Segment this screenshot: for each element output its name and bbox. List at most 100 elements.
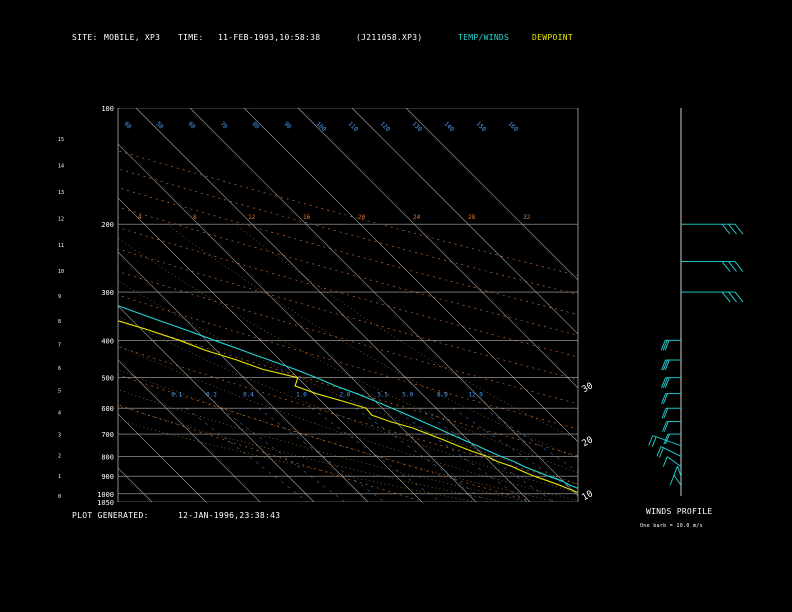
wind-barb-shaft <box>667 456 682 467</box>
wind-barb-flag <box>662 359 668 371</box>
wind-barb-flag <box>734 261 744 272</box>
theta-label: 150 <box>475 120 488 133</box>
pressure-tick-label: 300 <box>101 289 114 297</box>
isotherm-line <box>118 251 369 502</box>
theta-e-label: 20 <box>358 214 366 221</box>
mixing-ratio-line <box>258 408 385 502</box>
isotherm-line <box>189 108 578 497</box>
mixing-ratio-line <box>186 408 309 502</box>
isotherm-line <box>405 108 578 281</box>
height-tick-label: 0 <box>58 494 61 500</box>
dewpoint-profile-line <box>118 320 578 494</box>
legend-dewpoint: DEWPOINT <box>532 33 573 42</box>
wind-barb-flag <box>664 340 670 351</box>
height-tick-label: 11 <box>58 243 64 249</box>
mixing-ratio-line <box>483 407 578 472</box>
wind-barb-flag <box>648 435 654 446</box>
wind-barb-shaft <box>673 474 682 486</box>
plot-area <box>0 108 578 502</box>
dry-adiabat-line <box>118 319 578 457</box>
dry-adiabat-line <box>118 187 578 315</box>
pressure-tick-label: 800 <box>101 453 114 461</box>
plot-generated-value: 12-JAN-1996,23:38:43 <box>178 511 281 520</box>
isotherm-line <box>0 108 98 502</box>
theta-label: 50 <box>155 120 165 130</box>
moist-adiabat-line <box>118 345 578 501</box>
mixing-ratio-label: 0.2 <box>206 392 217 399</box>
mixing-ratio-line <box>418 407 554 502</box>
dry-adiabat-line <box>118 374 528 501</box>
wind-barb-flag <box>721 223 731 235</box>
moist-adiabat-line <box>118 405 504 502</box>
pressure-tick-label: 200 <box>101 221 114 229</box>
dry-adiabat-line <box>118 206 578 336</box>
mixing-ratio-line <box>220 408 345 502</box>
wind-barb-flag <box>658 447 664 458</box>
pressure-tick-label: 1000 <box>97 491 114 499</box>
theta-label: 100 <box>315 120 328 133</box>
mixing-ratio-line <box>392 407 528 502</box>
moist-adiabat-line <box>166 223 578 459</box>
pressure-tick-label: 1050 <box>97 499 114 507</box>
isotherm-line <box>243 108 578 443</box>
mixing-ratio-line <box>311 407 441 502</box>
height-tick-label: 14 <box>58 164 64 170</box>
right-temp-tick-label: 10 <box>581 489 595 503</box>
theta-e-label: 8 <box>193 214 197 221</box>
theta-e-label: 32 <box>523 214 531 221</box>
height-tick-label: 13 <box>58 190 64 196</box>
theta-label: 160 <box>507 120 520 133</box>
wind-barb-flag <box>665 433 670 445</box>
theta-e-label: 4 <box>138 214 142 221</box>
isotherm-line <box>118 413 207 502</box>
moist-adiabat-line <box>118 237 578 473</box>
wind-barb-flag <box>721 261 731 272</box>
isotherm-line <box>0 108 44 502</box>
wind-barb-flag <box>661 393 666 404</box>
mixing-ratio-label: 8.0 <box>437 392 448 399</box>
height-tick-label: 1 <box>58 474 61 480</box>
isotherm-line <box>118 467 153 502</box>
dry-adiabat-line <box>118 346 578 485</box>
right-temp-tick-label: 30 <box>581 381 595 395</box>
theta-label: 80 <box>251 120 261 130</box>
theta-label: 60 <box>123 120 133 130</box>
isotherm-line <box>297 108 578 389</box>
pressure-tick-label: 500 <box>101 375 114 383</box>
wind-barb-flag <box>673 466 678 477</box>
wind-barb-shaft <box>660 446 682 457</box>
isotherm-line <box>118 197 423 502</box>
isotherm-line <box>118 305 315 502</box>
theta-e-label: 28 <box>468 214 476 221</box>
wind-barb-flag <box>734 291 744 303</box>
wind-barb-flag <box>662 421 667 432</box>
wind-barb-flag <box>662 377 668 388</box>
moist-adiabat-line <box>118 419 477 502</box>
wind-barb-flag <box>656 446 662 457</box>
isotherm-line <box>118 143 477 502</box>
file-id: (J211058.XP3) <box>356 33 423 42</box>
theta-label: 110 <box>347 120 360 133</box>
pressure-tick-label: 400 <box>101 337 114 345</box>
dry-adiabat-line <box>118 168 578 295</box>
height-tick-label: 7 <box>58 343 61 349</box>
wind-barb-flag <box>661 377 666 388</box>
wind-barb-flag <box>669 475 675 486</box>
height-tick-label: 10 <box>58 269 64 275</box>
wind-barb-flag <box>664 377 670 388</box>
pressure-tick-label: 100 <box>101 105 114 113</box>
isotherm-line <box>135 108 531 502</box>
height-tick-label: 12 <box>58 216 64 222</box>
wind-barb-shaft <box>677 466 682 477</box>
wind-barb-flag <box>662 456 668 467</box>
height-tick-label: 3 <box>58 432 61 438</box>
dry-adiabat-line <box>118 227 578 358</box>
wind-barb-flag <box>721 291 731 303</box>
wind-barb-flag <box>728 291 737 303</box>
dry-adiabat-line <box>118 248 578 381</box>
isotherm-line <box>351 108 578 335</box>
height-tick-label: 9 <box>58 294 61 300</box>
plot-generated-label: PLOT GENERATED: <box>72 511 149 520</box>
wind-barb-flag <box>663 408 669 419</box>
